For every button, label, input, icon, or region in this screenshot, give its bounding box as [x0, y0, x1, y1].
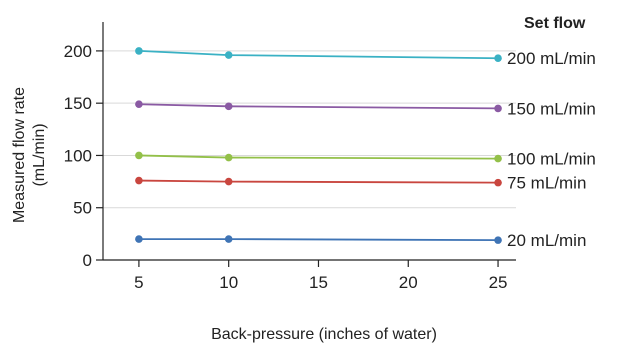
x-tick-label: 20 [399, 273, 418, 292]
data-point-20-ml-min-x5 [135, 235, 143, 243]
x-tick-label: 5 [134, 273, 143, 292]
data-point-200-ml-min-x5 [135, 47, 143, 55]
x-axis-ticks: 5 10 15 20 25 [134, 260, 508, 292]
data-point-150-ml-min-x25 [494, 104, 502, 113]
y-tick-label: 150 [64, 94, 92, 113]
data-point-20-ml-min-x10 [224, 235, 233, 243]
legend-title: Set flow [524, 15, 586, 32]
y-tick-label: 200 [64, 42, 92, 61]
data-point-75-ml-min-x5 [135, 176, 143, 185]
series-line-200-ml-min [138, 50, 499, 60]
y-tick-label: 50 [73, 199, 92, 218]
series-lines [135, 47, 502, 244]
series-line-20-ml-min [138, 238, 499, 242]
x-tick-label: 25 [489, 273, 508, 292]
x-tick-label: 15 [309, 273, 328, 292]
data-point-200-ml-min-x25 [494, 54, 502, 63]
series-line-150-ml-min [138, 103, 499, 110]
y-axis-title: Measured flow rate (mL/min) [11, 87, 48, 223]
series-label-200-ml-min: 200 mL/min [507, 49, 596, 68]
y-tick-label: 100 [64, 146, 92, 165]
series-line-75-ml-min [138, 179, 499, 184]
y-axis-ticks: 0 50 100 150 200 [64, 42, 103, 270]
series-label-150-ml-min: 150 mL/min [507, 99, 596, 118]
x-axis-title: Back-pressure (inches of water) [211, 326, 437, 343]
series-labels: 200 mL/min 150 mL/min 100 mL/min 75 mL/min 2… [507, 49, 596, 250]
data-point-100-ml-min-x10 [224, 153, 233, 162]
y-axis-title-line-2: (mL/min) [31, 123, 48, 186]
series-label-100-ml-min: 100 mL/min [507, 150, 596, 169]
data-point-150-ml-min-x5 [135, 100, 143, 109]
data-point-20-ml-min-x25 [494, 236, 502, 244]
data-point-150-ml-min-x10 [224, 102, 233, 111]
series-label-75-ml-min: 75 mL/min [507, 174, 586, 193]
data-point-200-ml-min-x10 [224, 51, 233, 59]
data-point-75-ml-min-x25 [494, 178, 502, 187]
data-point-75-ml-min-x10 [224, 177, 233, 186]
series-label-20-ml-min: 20 mL/min [507, 231, 586, 250]
axes [102, 22, 516, 261]
y-tick-label: 0 [83, 251, 92, 270]
data-point-100-ml-min-x25 [494, 154, 502, 163]
x-tick-label: 10 [219, 273, 238, 292]
data-point-100-ml-min-x5 [135, 151, 143, 160]
gridlines [103, 50, 516, 209]
y-axis-title-line-1: Measured flow rate [11, 87, 28, 223]
